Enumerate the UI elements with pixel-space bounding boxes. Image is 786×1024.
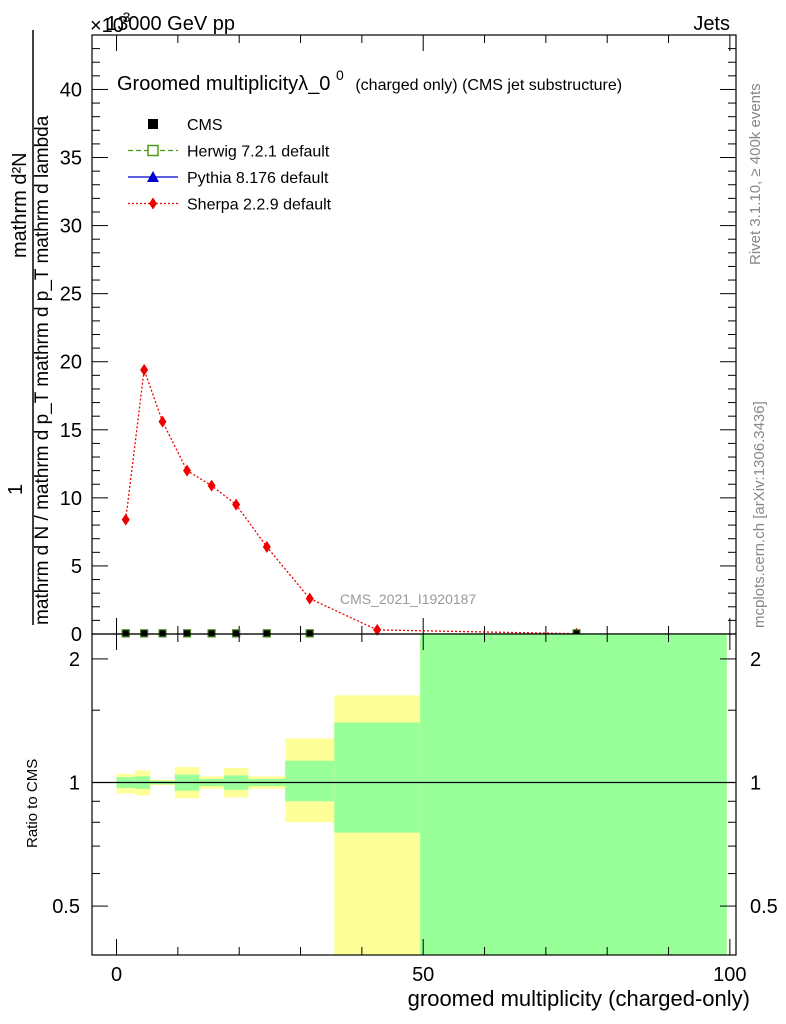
sherpa-point <box>140 363 149 376</box>
x-tick-label: 100 <box>713 964 746 986</box>
legend-marker-herwig <box>147 144 159 157</box>
herwig-point <box>232 629 241 638</box>
ratio-tick-label: 0.5 <box>750 896 778 918</box>
x-tick-label: 50 <box>412 964 434 986</box>
ratio-tick-label: 1 <box>750 772 761 794</box>
sherpa-point <box>158 415 167 428</box>
y-tick-label: 25 <box>60 284 82 306</box>
ratio-band-green <box>334 722 421 833</box>
chart-title-sub: (charged only) (CMS jet substructure) <box>355 77 622 94</box>
cms-point <box>140 629 149 638</box>
y-tick-label: 30 <box>60 216 82 238</box>
cms-point <box>232 629 241 638</box>
chart-title-main: Groomed multiplicityλ_0 <box>117 73 330 95</box>
sherpa-point <box>183 464 192 477</box>
category-label: Jets <box>693 13 730 35</box>
legend-marker-pythia <box>147 171 159 182</box>
ratio-y-label: Ratio to CMS <box>24 759 41 848</box>
herwig-point <box>121 629 130 638</box>
ratio-tick-label: 0.5 <box>52 896 80 918</box>
cms-point <box>207 629 216 638</box>
sherpa-point <box>207 479 216 492</box>
source-label: mcplots.cern.ch [arXiv:1306.3436] <box>751 401 768 628</box>
ratio-tick-label: 2 <box>750 649 761 671</box>
herwig-point <box>305 629 314 638</box>
sherpa-point <box>305 592 314 605</box>
herwig-point <box>158 629 167 638</box>
legend: CMS Herwig 7.2.1 default Pythia 8.176 defa… <box>128 117 332 214</box>
energy-label: 13000 GeV pp <box>106 13 235 35</box>
y-label-prefix: 1 <box>5 484 27 495</box>
ratio-band-green <box>285 760 335 802</box>
y-label-denominator: mathrm d N / mathrm d p_T mathrm d p_T m… <box>32 115 53 625</box>
herwig-point <box>262 629 271 638</box>
ratio-panel: 0 50 100 0.5 0.5 1 1 2 2 <box>52 633 778 986</box>
herwig-point <box>183 629 192 638</box>
sherpa-point <box>262 540 271 553</box>
y-tick-label: 20 <box>60 352 82 374</box>
ratio-tick-label: 1 <box>69 772 80 794</box>
cms-point <box>262 629 271 638</box>
chart-title-sup: 0 <box>336 67 344 83</box>
chart-title: Groomed multiplicityλ_0 0 (charged only)… <box>117 63 622 95</box>
legend-label: Herwig 7.2.1 default <box>187 144 330 161</box>
watermark: CMS_2021_I1920187 <box>340 591 476 607</box>
y-axis-label: mathrm d²N 1 mathrm d N / mathrm d p_T m… <box>5 30 53 625</box>
ratio-frame <box>91 633 737 956</box>
herwig-point <box>207 629 216 638</box>
sherpa-point <box>121 513 130 526</box>
sherpa-point <box>373 623 382 636</box>
cms-point <box>183 629 192 638</box>
legend-marker-sherpa <box>149 197 157 210</box>
legend-label: Pythia 8.176 default <box>187 170 329 187</box>
main-panel: 0 5 10 15 20 25 30 35 40 <box>60 34 737 646</box>
x-axis-label: groomed multiplicity (charged-only) <box>408 986 750 1011</box>
x-tick-label: 0 <box>111 964 122 986</box>
y-label-numerator: mathrm d²N <box>9 152 31 258</box>
y-tick-label: 35 <box>60 148 82 170</box>
exponent-label: ×10 <box>90 15 124 37</box>
herwig-point <box>140 629 149 638</box>
cms-point <box>305 629 314 638</box>
sherpa-point <box>232 498 241 511</box>
cms-point <box>158 629 167 638</box>
y-tick-label: 10 <box>60 488 82 510</box>
legend-label: CMS <box>187 117 223 134</box>
rivet-label: Rivet 3.1.10, ≥ 400k events <box>747 83 764 265</box>
sherpa-line <box>125 369 577 635</box>
ratio-band-green <box>420 634 727 955</box>
legend-marker-cms <box>148 119 158 129</box>
cms-point <box>572 629 581 638</box>
legend-label: Sherpa 2.2.9 default <box>187 197 332 214</box>
exponent-power: -3 <box>118 9 131 25</box>
cms-point <box>121 629 130 638</box>
ratio-tick-label: 2 <box>69 649 80 671</box>
y-tick-label: 40 <box>60 79 82 101</box>
y-tick-label: 15 <box>60 420 82 442</box>
y-tick-label: 0 <box>71 624 82 646</box>
y-tick-label: 5 <box>71 556 82 578</box>
